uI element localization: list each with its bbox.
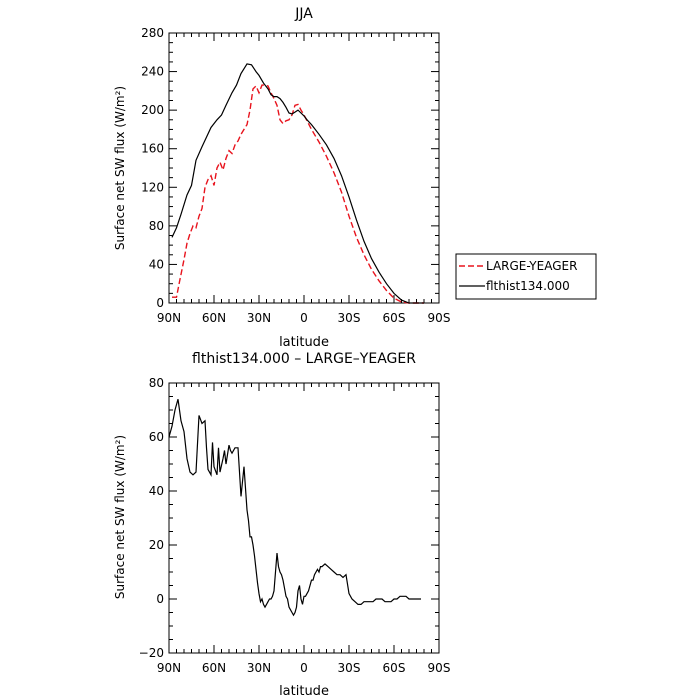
y-tick-label: 40 — [149, 257, 164, 271]
bottom-chart-panel: flthist134.000 – LARGE–YEAGER 90N 60N 30N 0… — [113, 351, 450, 699]
x-tick-label: 0 — [300, 661, 308, 675]
bottom-chart-y-axis-label: Surface net SW flux (W/m²) — [113, 435, 127, 599]
x-tick-label: 90N — [157, 311, 181, 325]
bottom-chart-plot-area — [168, 382, 440, 654]
bottom-chart-y-ticks: −20 0 20 40 60 80 — [139, 376, 439, 660]
x-tick-label: 60S — [383, 661, 406, 675]
y-tick-label: 20 — [149, 538, 164, 552]
bottom-chart-title: flthist134.000 – LARGE–YEAGER — [192, 351, 416, 367]
top-chart-x-axis-label: latitude — [279, 335, 329, 350]
x-tick-label: 30N — [247, 311, 271, 325]
series-line-large-yeager — [172, 84, 424, 304]
top-chart-y-ticks: 0 40 80 120 160 200 240 280 — [141, 26, 439, 310]
y-tick-label: 80 — [149, 376, 164, 390]
y-tick-label: −20 — [139, 646, 164, 660]
y-tick-label: 160 — [141, 142, 164, 156]
top-chart-series — [171, 63, 424, 304]
top-chart-title: JJA — [294, 6, 313, 22]
x-tick-label: 60N — [202, 311, 226, 325]
y-tick-label: 40 — [149, 484, 164, 498]
y-tick-label: 120 — [141, 180, 164, 194]
y-tick-label: 60 — [149, 430, 164, 444]
difference-line — [168, 399, 421, 617]
top-chart-y-axis-label: Surface net SW flux (W/m²) — [113, 86, 127, 250]
plot-frame — [168, 32, 440, 304]
y-tick-label: 240 — [141, 65, 164, 79]
bottom-chart-series — [168, 399, 421, 617]
legend-label-flthist134: flthist134.000 — [486, 279, 570, 293]
y-tick-label: 200 — [141, 103, 164, 117]
x-tick-label: 90S — [428, 661, 451, 675]
y-tick-label: 80 — [149, 219, 164, 233]
x-tick-label: 90S — [428, 311, 451, 325]
bottom-chart-x-axis-label: latitude — [279, 684, 329, 699]
top-chart-plot-area — [168, 32, 440, 304]
legend-box — [455, 253, 597, 300]
x-tick-label: 60S — [383, 311, 406, 325]
y-tick-label: 0 — [156, 296, 164, 310]
x-tick-label: 30N — [247, 661, 271, 675]
x-tick-label: 90N — [157, 661, 181, 675]
top-chart-x-ticks: 90N 60N 30N 0 30S 60S 90S — [157, 33, 451, 325]
x-tick-label: 60N — [202, 661, 226, 675]
series-line-flthist134-000 — [171, 63, 424, 304]
y-tick-label: 0 — [156, 592, 164, 606]
x-tick-label: 0 — [300, 311, 308, 325]
y-tick-label: 280 — [141, 26, 164, 40]
legend: LARGE-YEAGER flthist134.000 — [455, 253, 597, 300]
bottom-chart-x-ticks: 90N 60N 30N 0 30S 60S 90S — [157, 383, 451, 675]
plot-frame — [168, 382, 440, 654]
x-tick-label: 30S — [338, 311, 361, 325]
x-tick-label: 30S — [338, 661, 361, 675]
top-chart-panel: JJA 90N 60N 30N 0 30S 60S 90S 0 40 80 120 160 200 24… — [113, 6, 450, 350]
legend-label-large-yeager: LARGE-YEAGER — [486, 259, 577, 273]
